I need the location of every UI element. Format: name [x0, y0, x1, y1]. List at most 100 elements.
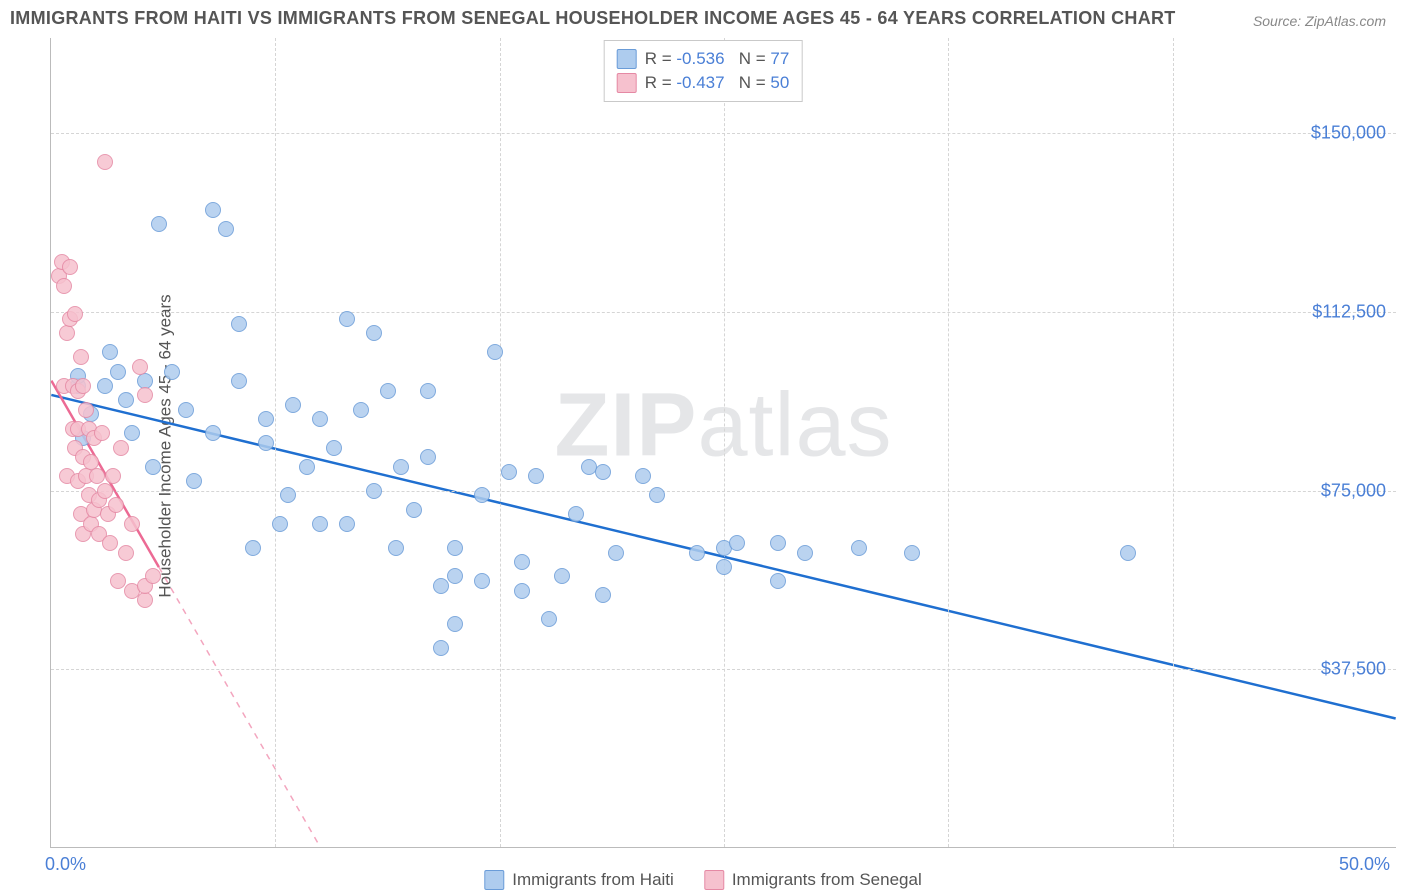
data-point: [151, 216, 167, 232]
data-point: [420, 383, 436, 399]
data-point: [164, 364, 180, 380]
data-point: [797, 545, 813, 561]
data-point: [62, 259, 78, 275]
series-legend-label: Immigrants from Senegal: [732, 870, 922, 890]
watermark-thin: atlas: [697, 376, 892, 476]
legend-swatch: [484, 870, 504, 890]
data-point: [59, 325, 75, 341]
data-point: [635, 468, 651, 484]
data-point: [447, 540, 463, 556]
data-point: [366, 325, 382, 341]
data-point: [649, 487, 665, 503]
data-point: [75, 378, 91, 394]
data-point: [285, 397, 301, 413]
data-point: [137, 387, 153, 403]
data-point: [124, 425, 140, 441]
data-point: [102, 344, 118, 360]
data-point: [851, 540, 867, 556]
chart-title: IMMIGRANTS FROM HAITI VS IMMIGRANTS FROM…: [10, 8, 1176, 29]
y-tick-label: $37,500: [1321, 659, 1386, 680]
data-point: [299, 459, 315, 475]
data-point: [97, 378, 113, 394]
data-point: [110, 364, 126, 380]
data-point: [433, 640, 449, 656]
data-point: [501, 464, 517, 480]
gridline-v: [500, 38, 501, 847]
correlation-legend: R = -0.536 N = 77 R = -0.437 N = 50: [604, 40, 803, 102]
data-point: [118, 545, 134, 561]
data-point: [118, 392, 134, 408]
data-point: [393, 459, 409, 475]
data-point: [904, 545, 920, 561]
data-point: [729, 535, 745, 551]
data-point: [770, 535, 786, 551]
data-point: [380, 383, 396, 399]
correlation-legend-row: R = -0.536 N = 77: [617, 47, 790, 71]
y-tick-label: $150,000: [1311, 123, 1386, 144]
data-point: [474, 573, 490, 589]
data-point: [97, 483, 113, 499]
data-point: [258, 435, 274, 451]
legend-swatch: [704, 870, 724, 890]
data-point: [487, 344, 503, 360]
data-point: [56, 278, 72, 294]
data-point: [186, 473, 202, 489]
legend-swatch: [617, 49, 637, 69]
data-point: [102, 535, 118, 551]
data-point: [78, 402, 94, 418]
data-point: [541, 611, 557, 627]
data-point: [205, 425, 221, 441]
data-point: [339, 311, 355, 327]
data-point: [67, 306, 83, 322]
data-point: [447, 568, 463, 584]
y-tick-label: $112,500: [1312, 301, 1386, 322]
series-legend: Immigrants from Haiti Immigrants from Sen…: [484, 870, 921, 890]
data-point: [420, 449, 436, 465]
data-point: [595, 587, 611, 603]
data-point: [258, 411, 274, 427]
data-point: [514, 554, 530, 570]
source-label: Source: ZipAtlas.com: [1253, 13, 1386, 29]
data-point: [280, 487, 296, 503]
data-point: [554, 568, 570, 584]
series-legend-item: Immigrants from Haiti: [484, 870, 674, 890]
data-point: [113, 440, 129, 456]
data-point: [245, 540, 261, 556]
data-point: [447, 616, 463, 632]
data-point: [353, 402, 369, 418]
x-tick-label: 0.0%: [45, 854, 86, 875]
scatter-chart: ZIPatlas $37,500$75,000$112,500$150,0000…: [50, 38, 1396, 848]
x-tick-label: 50.0%: [1339, 854, 1390, 875]
legend-swatch: [617, 73, 637, 93]
gridline-v: [948, 38, 949, 847]
data-point: [124, 516, 140, 532]
data-point: [94, 425, 110, 441]
legend-r-label: R = -0.536 N = 77: [645, 49, 790, 69]
data-point: [312, 516, 328, 532]
data-point: [137, 592, 153, 608]
data-point: [312, 411, 328, 427]
data-point: [474, 487, 490, 503]
correlation-legend-row: R = -0.437 N = 50: [617, 71, 790, 95]
data-point: [272, 516, 288, 532]
series-legend-item: Immigrants from Senegal: [704, 870, 922, 890]
title-bar: IMMIGRANTS FROM HAITI VS IMMIGRANTS FROM…: [10, 8, 1386, 29]
data-point: [218, 221, 234, 237]
y-tick-label: $75,000: [1321, 480, 1386, 501]
data-point: [231, 373, 247, 389]
gridline-v: [275, 38, 276, 847]
data-point: [366, 483, 382, 499]
data-point: [388, 540, 404, 556]
gridline-v: [724, 38, 725, 847]
data-point: [326, 440, 342, 456]
data-point: [145, 568, 161, 584]
data-point: [108, 497, 124, 513]
watermark-bold: ZIP: [554, 376, 697, 476]
data-point: [1120, 545, 1136, 561]
data-point: [528, 468, 544, 484]
legend-r-label: R = -0.437 N = 50: [645, 73, 790, 93]
data-point: [689, 545, 705, 561]
series-legend-label: Immigrants from Haiti: [512, 870, 674, 890]
data-point: [73, 349, 89, 365]
data-point: [231, 316, 247, 332]
